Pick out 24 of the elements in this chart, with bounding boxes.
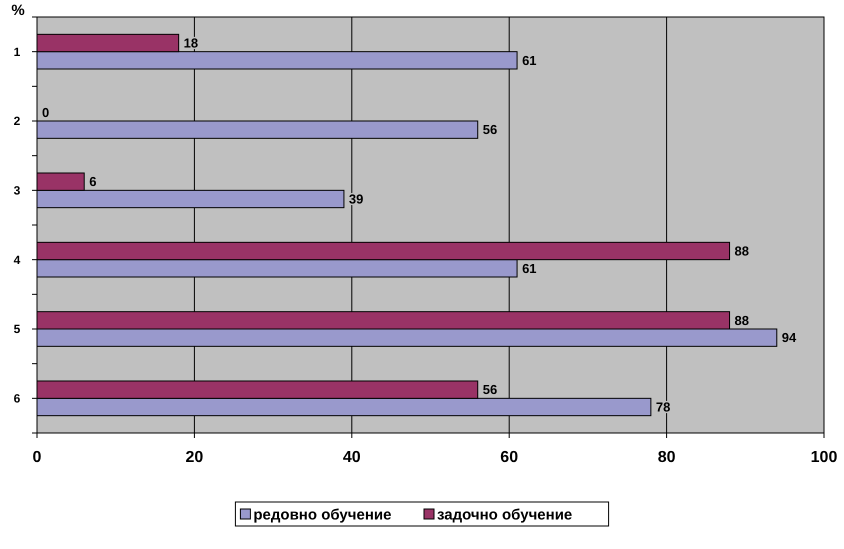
y-tick-label: 6 (14, 392, 21, 406)
x-tick-label: 100 (810, 449, 838, 466)
data-label: 6 (89, 174, 96, 190)
x-tick-label: 80 (658, 449, 676, 466)
x-tick-label: 0 (32, 449, 42, 466)
data-label: 88 (734, 312, 750, 328)
data-label: 94 (782, 330, 798, 346)
x-tick-label: 60 (500, 449, 518, 466)
y-axis-title: % (11, 2, 25, 19)
data-label: 88 (734, 244, 750, 259)
data-label: 0 (42, 104, 50, 120)
data-label: 56 (482, 122, 498, 138)
x-tick-label: 40 (342, 449, 361, 466)
x-tick-label: 20 (186, 449, 204, 466)
legend-label: редовно обучение (253, 506, 392, 524)
y-tick-label: 5 (14, 322, 21, 336)
y-tick-label: 2 (14, 114, 21, 128)
y-tick-label: 3 (14, 184, 21, 198)
data-label: 56 (482, 382, 498, 398)
legend-label: задочно обучение (437, 506, 572, 524)
y-tick-label: 1 (14, 44, 21, 59)
y-tick-label: 4 (14, 252, 21, 267)
data-label: 61 (522, 52, 537, 68)
data-label: 61 (522, 260, 537, 276)
